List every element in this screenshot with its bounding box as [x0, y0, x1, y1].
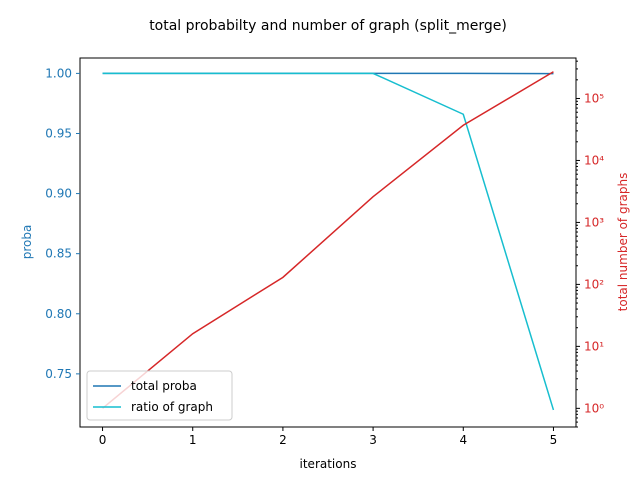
y-left-tick-label: 0.85 — [45, 247, 72, 261]
x-tick-label: 2 — [279, 433, 287, 447]
series-line-total-graphs — [103, 72, 554, 409]
legend-label-ratio-of-graph: ratio of graph — [131, 400, 213, 414]
x-axis: 0 1 2 3 4 5 — [99, 427, 558, 447]
x-axis-label: iterations — [300, 457, 357, 471]
y-left-tick-label: 0.90 — [45, 187, 72, 201]
y-axis-right-label: total number of graphs — [616, 173, 630, 312]
x-tick-label: 4 — [459, 433, 467, 447]
y-right-tick-label: 10² — [584, 277, 604, 291]
legend-label-total-proba: total proba — [131, 379, 197, 393]
y-left-tick-label: 0.80 — [45, 307, 72, 321]
y-right-tick-label: 10³ — [584, 215, 604, 229]
y-axis-right: 10⁰ 10¹ 10² 10³ 10⁴ 10⁵ — [576, 61, 604, 427]
chart-title: total probabilty and number of graph (sp… — [149, 18, 507, 34]
legend: total proba ratio of graph — [87, 371, 232, 420]
series-line-ratio-of-graph — [103, 73, 554, 410]
y-right-tick-label: 10¹ — [584, 339, 604, 353]
y-left-tick-label: 0.95 — [45, 126, 72, 140]
y-axis-left: 0.75 0.80 0.85 0.90 0.95 1.00 — [45, 66, 80, 380]
x-tick-label: 1 — [189, 433, 197, 447]
y-left-tick-label: 1.00 — [45, 66, 72, 80]
y-right-tick-label: 10⁵ — [584, 91, 604, 105]
x-tick-label: 3 — [369, 433, 377, 447]
y-right-tick-label: 10⁰ — [584, 401, 604, 415]
y-left-tick-label: 0.75 — [45, 367, 72, 381]
series-layer — [103, 72, 554, 410]
x-tick-label: 5 — [550, 433, 558, 447]
y-axis-left-label: proba — [20, 225, 34, 260]
y-right-tick-label: 10⁴ — [584, 153, 604, 167]
x-tick-label: 0 — [99, 433, 107, 447]
